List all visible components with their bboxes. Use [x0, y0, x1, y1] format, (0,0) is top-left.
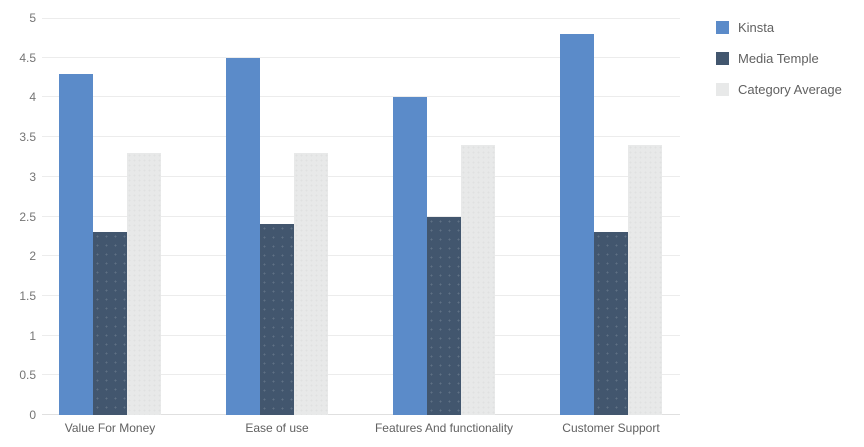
legend-label: Kinsta [738, 20, 775, 35]
y-tick-label: 2 [29, 249, 36, 264]
gridline [42, 56, 680, 58]
gridline [42, 18, 680, 19]
bar-category-average-ease-of-use[interactable] [294, 152, 328, 415]
legend-swatch-kinsta [716, 21, 729, 34]
category-label-customer-support: Customer Support [562, 421, 660, 435]
bar-category-average-features-and-functionality[interactable] [461, 145, 495, 415]
y-tick-label: 5 [29, 11, 36, 25]
gridline [42, 334, 680, 336]
gridline [42, 136, 680, 138]
bar-media-temple-features-and-functionality[interactable] [427, 216, 461, 415]
legend-label: Category Average [738, 82, 842, 97]
gridline [42, 294, 680, 296]
legend-item-kinsta: Kinsta [716, 20, 842, 35]
bar-category-average-customer-support[interactable] [628, 145, 662, 415]
bar-kinsta-features-and-functionality[interactable] [393, 97, 427, 415]
y-tick-label: 1.5 [19, 288, 36, 303]
bar-media-temple-customer-support[interactable] [594, 232, 628, 415]
y-tick-label: 3.5 [19, 130, 36, 145]
baseline [42, 414, 680, 415]
y-tick-label: 1 [29, 328, 36, 343]
category-label-features-and-functionality: Features And functionality [374, 421, 514, 435]
y-tick-label: 4 [29, 90, 36, 105]
y-tick-label: 2.5 [19, 209, 36, 224]
bar-kinsta-ease-of-use[interactable] [226, 57, 260, 415]
y-tick-label: 4.5 [19, 50, 36, 65]
gridline [42, 175, 680, 177]
legend-swatch-category-average [716, 83, 729, 96]
gridline [42, 374, 680, 376]
gridline [42, 96, 680, 98]
plot-area [42, 18, 680, 415]
legend-item-category-average: Category Average [716, 82, 842, 97]
legend: Kinsta Media Temple Category Average [716, 20, 842, 113]
y-tick-label: 3 [29, 169, 36, 184]
gridline [42, 255, 680, 257]
legend-swatch-media-temple [716, 52, 729, 65]
y-tick-label: 0.5 [19, 368, 36, 383]
category-label-ease-of-use: Ease of use [245, 421, 309, 435]
bar-media-temple-value-for-money[interactable] [93, 232, 127, 415]
gridline [42, 215, 680, 217]
legend-item-media-temple: Media Temple [716, 51, 842, 66]
bar-media-temple-ease-of-use[interactable] [260, 224, 294, 415]
legend-label: Media Temple [738, 51, 819, 66]
y-tick-label: 0 [29, 408, 36, 422]
bar-kinsta-customer-support[interactable] [560, 33, 594, 415]
bar-category-average-value-for-money[interactable] [127, 152, 161, 415]
category-label-value-for-money: Value For Money [64, 421, 156, 435]
bar-kinsta-value-for-money[interactable] [59, 73, 93, 415]
